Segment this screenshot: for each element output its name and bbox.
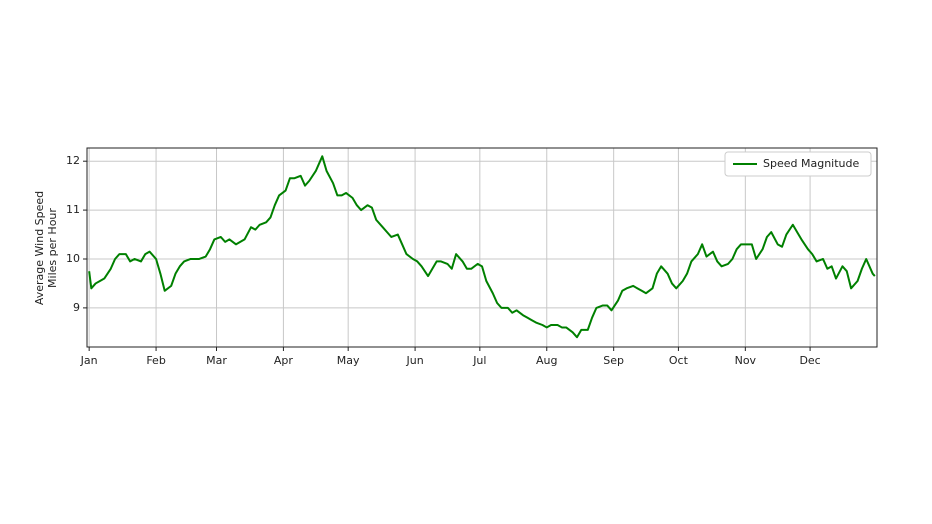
y-tick-label: 11 bbox=[66, 203, 80, 216]
plot-frame bbox=[86, 147, 878, 348]
y-axis-label: Miles per Hour bbox=[46, 208, 59, 288]
x-tick-label: Apr bbox=[274, 354, 294, 367]
x-tick-label: Oct bbox=[669, 354, 689, 367]
x-tick-label: Feb bbox=[146, 354, 165, 367]
y-tick-label: 9 bbox=[73, 301, 80, 314]
legend-box bbox=[724, 151, 872, 177]
legend-label: Speed Magnitude bbox=[763, 157, 859, 170]
x-tick-label: Aug bbox=[536, 354, 557, 367]
x-tick-label: Mar bbox=[206, 354, 227, 367]
y-tick-label: 12 bbox=[66, 154, 80, 167]
x-tick-label: Dec bbox=[799, 354, 820, 367]
x-tick-label: Jan bbox=[80, 354, 98, 367]
x-tick-label: May bbox=[337, 354, 360, 367]
x-tick-label: Jul bbox=[472, 354, 486, 367]
x-tick-label: Nov bbox=[735, 354, 757, 367]
y-tick-label: 10 bbox=[66, 252, 80, 265]
x-tick-label: Jun bbox=[405, 354, 423, 367]
x-tick-label: Sep bbox=[603, 354, 624, 367]
y-axis-label: Average Wind Speed bbox=[33, 191, 46, 305]
data-line bbox=[88, 155, 876, 339]
